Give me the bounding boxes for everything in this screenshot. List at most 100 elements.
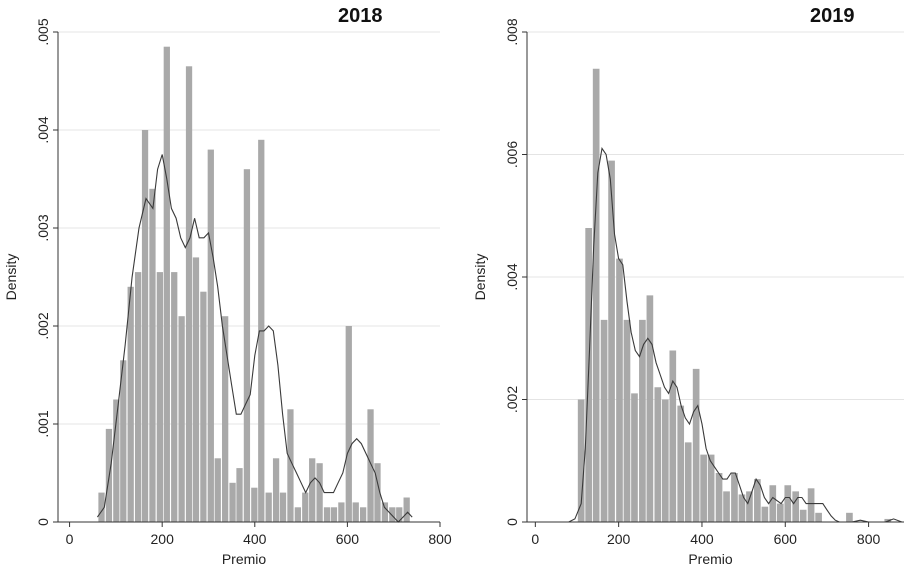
histogram-bar bbox=[352, 502, 359, 522]
y-tick-label: .001 bbox=[35, 410, 51, 437]
histogram-bar bbox=[776, 503, 784, 522]
histogram-bar bbox=[279, 492, 287, 522]
histogram-bar bbox=[149, 188, 156, 523]
histogram-bar bbox=[156, 272, 164, 522]
histogram-bar bbox=[731, 473, 738, 522]
x-tick-label: 600 bbox=[336, 531, 360, 547]
histogram-bar bbox=[608, 160, 615, 522]
histogram-bar bbox=[294, 507, 301, 522]
histogram-bar bbox=[163, 46, 170, 522]
histogram-bar bbox=[207, 149, 214, 522]
histogram-bar bbox=[134, 272, 142, 522]
histogram-bar bbox=[396, 507, 403, 522]
x-tick-label: 400 bbox=[690, 531, 714, 547]
histogram-bar bbox=[815, 512, 822, 522]
histogram-bar bbox=[799, 509, 807, 522]
x-tick-label: 200 bbox=[151, 531, 175, 547]
histogram-bar bbox=[120, 360, 127, 522]
histogram-bar bbox=[287, 409, 294, 522]
y-tick-label: .003 bbox=[35, 214, 51, 241]
y-axis-title: Density bbox=[3, 254, 19, 301]
histogram-bar bbox=[200, 291, 207, 522]
histogram-bar bbox=[654, 387, 662, 522]
histogram-bar bbox=[884, 518, 892, 522]
histogram-bar bbox=[171, 272, 178, 522]
histogram-bar bbox=[715, 473, 723, 522]
histogram-bar bbox=[360, 507, 367, 522]
y-tick-label: .005 bbox=[35, 18, 51, 45]
histogram-bar bbox=[367, 409, 374, 522]
x-tick-label: 600 bbox=[774, 531, 798, 547]
histogram-bar bbox=[236, 468, 243, 522]
x-tick-label: 200 bbox=[607, 531, 631, 547]
panel-title: 2018 bbox=[338, 5, 383, 27]
histogram-bar bbox=[677, 405, 685, 522]
histogram-bar bbox=[754, 479, 761, 522]
histogram-bar bbox=[631, 393, 638, 522]
histogram-bar bbox=[616, 258, 623, 522]
histogram-bar bbox=[784, 485, 792, 522]
x-tick-label: 0 bbox=[66, 531, 74, 547]
panel-title: 2019 bbox=[810, 5, 855, 27]
histogram-bar bbox=[192, 257, 200, 522]
y-tick-label: 0 bbox=[504, 518, 520, 526]
histogram-bar bbox=[577, 399, 585, 522]
histogram-bar bbox=[229, 482, 236, 522]
histogram-bar bbox=[323, 507, 331, 522]
histogram-bar bbox=[723, 491, 730, 522]
y-tick-label: .004 bbox=[504, 263, 520, 290]
histogram-bar bbox=[381, 502, 389, 522]
x-axis-title: Premio bbox=[222, 551, 267, 567]
histogram-bar bbox=[592, 68, 600, 522]
histogram-bar bbox=[98, 492, 105, 522]
density-curve bbox=[568, 146, 903, 523]
x-tick-label: 800 bbox=[857, 531, 881, 547]
histogram-bar bbox=[623, 319, 631, 522]
histogram-bar bbox=[769, 485, 777, 522]
histogram-bar bbox=[330, 507, 338, 522]
histogram-bar bbox=[692, 368, 700, 522]
histogram-bar bbox=[214, 458, 221, 522]
histogram-bar bbox=[316, 463, 323, 522]
chart-panel-2019: 0 .002 .004 .006 .008 0 200 400 600 800 Premio Dens… bbox=[472, 5, 904, 567]
histogram-bar bbox=[646, 295, 654, 522]
histogram-bar bbox=[600, 319, 608, 522]
histogram-bar bbox=[185, 66, 193, 523]
histogram-bar bbox=[302, 492, 309, 522]
histogram-bar bbox=[243, 169, 251, 522]
histogram-bar bbox=[222, 316, 229, 522]
histogram-bar bbox=[309, 458, 316, 522]
y-tick-label: 0 bbox=[35, 518, 51, 526]
histogram-bar bbox=[700, 454, 707, 522]
x-tick-label: 800 bbox=[428, 531, 452, 547]
histogram-bar bbox=[661, 399, 669, 522]
y-axis-title: Density bbox=[472, 254, 488, 301]
histogram-bar bbox=[338, 502, 345, 522]
histogram-bar bbox=[684, 442, 692, 522]
histogram-bar bbox=[639, 319, 646, 522]
y-tick-label: .008 bbox=[504, 18, 520, 45]
histogram-bar bbox=[846, 512, 853, 522]
histogram-bar bbox=[746, 491, 753, 522]
histogram-bar bbox=[345, 326, 352, 522]
histogram-bar bbox=[374, 463, 381, 522]
histogram-bar bbox=[127, 286, 134, 522]
histogram-bar bbox=[761, 506, 769, 522]
y-tick-label: .006 bbox=[504, 141, 520, 168]
y-tick-label: .002 bbox=[35, 312, 51, 339]
y-tick-label: .002 bbox=[504, 386, 520, 413]
x-axis-title: Premio bbox=[688, 551, 733, 567]
histogram-bar bbox=[251, 487, 258, 522]
x-tick-label: 0 bbox=[531, 531, 539, 547]
histogram-bar bbox=[141, 130, 149, 522]
histogram-bar bbox=[669, 350, 677, 522]
histogram-bar bbox=[707, 454, 715, 522]
histogram-bar bbox=[807, 488, 815, 522]
density-curve bbox=[96, 154, 413, 523]
histogram-bar bbox=[403, 497, 410, 522]
histogram-bar bbox=[792, 491, 800, 522]
histogram-bar bbox=[178, 316, 185, 522]
chart-panel-2018: 0 .001 .002 .003 .004 .005 0 200 400 600 800 Premio… bbox=[3, 5, 452, 567]
